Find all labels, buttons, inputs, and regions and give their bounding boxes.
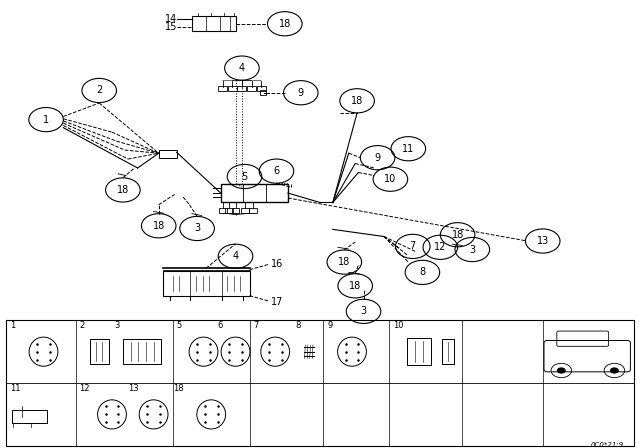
Text: 7: 7: [410, 241, 416, 251]
Text: 3: 3: [114, 321, 119, 330]
Bar: [232, 208, 239, 213]
Text: 3: 3: [194, 224, 200, 233]
Text: 10: 10: [384, 174, 397, 184]
Text: 5: 5: [177, 321, 182, 330]
Text: 1: 1: [10, 321, 15, 330]
Bar: [12, 410, 47, 423]
Bar: [163, 271, 250, 296]
Text: 2: 2: [96, 86, 102, 95]
Text: 9: 9: [298, 88, 304, 98]
Text: 6: 6: [273, 166, 280, 176]
Text: 9: 9: [327, 321, 332, 330]
Text: 7: 7: [253, 321, 259, 330]
Text: 11: 11: [10, 384, 20, 393]
Text: 18: 18: [152, 221, 165, 231]
Text: 18: 18: [349, 281, 362, 291]
Text: 6: 6: [218, 321, 223, 330]
Bar: [241, 208, 249, 213]
Text: 14: 14: [165, 14, 177, 24]
Text: 3: 3: [469, 245, 476, 254]
Bar: [407, 338, 431, 365]
Text: 17: 17: [271, 297, 283, 306]
Text: 0C0*21:9: 0C0*21:9: [591, 442, 624, 448]
Text: 8: 8: [296, 321, 301, 330]
Bar: [192, 16, 236, 31]
Bar: [123, 340, 161, 364]
Text: 18: 18: [278, 19, 291, 29]
Text: 18: 18: [351, 96, 364, 106]
Text: 18: 18: [173, 384, 184, 393]
Text: 18: 18: [451, 230, 464, 240]
Bar: [260, 90, 266, 95]
Circle shape: [557, 367, 566, 374]
Text: 5: 5: [241, 172, 248, 181]
Bar: [218, 86, 227, 91]
Text: 1: 1: [43, 115, 49, 125]
Bar: [257, 86, 266, 91]
Bar: [237, 86, 246, 91]
Bar: [225, 208, 233, 213]
Bar: [249, 208, 257, 213]
Bar: [159, 150, 177, 158]
Circle shape: [610, 367, 619, 374]
Bar: [247, 86, 256, 91]
Text: 10: 10: [393, 321, 403, 330]
Text: 15: 15: [165, 22, 177, 32]
Text: 13: 13: [128, 384, 139, 393]
Text: 8: 8: [419, 267, 426, 277]
Bar: [219, 208, 227, 213]
Text: 18: 18: [338, 257, 351, 267]
Text: 9: 9: [374, 153, 381, 163]
Text: 12: 12: [79, 384, 90, 393]
Text: 2: 2: [79, 321, 84, 330]
Bar: [6, 320, 634, 446]
Bar: [90, 340, 109, 364]
Text: 11: 11: [402, 144, 415, 154]
Bar: [228, 86, 237, 91]
Text: 12: 12: [434, 242, 447, 252]
Text: 4: 4: [232, 251, 239, 261]
Text: 16: 16: [271, 259, 283, 269]
Text: 3: 3: [360, 306, 367, 316]
Text: 4: 4: [239, 63, 245, 73]
Bar: [442, 340, 454, 364]
Bar: [221, 184, 288, 202]
Text: 18: 18: [116, 185, 129, 195]
Text: 13: 13: [536, 236, 549, 246]
